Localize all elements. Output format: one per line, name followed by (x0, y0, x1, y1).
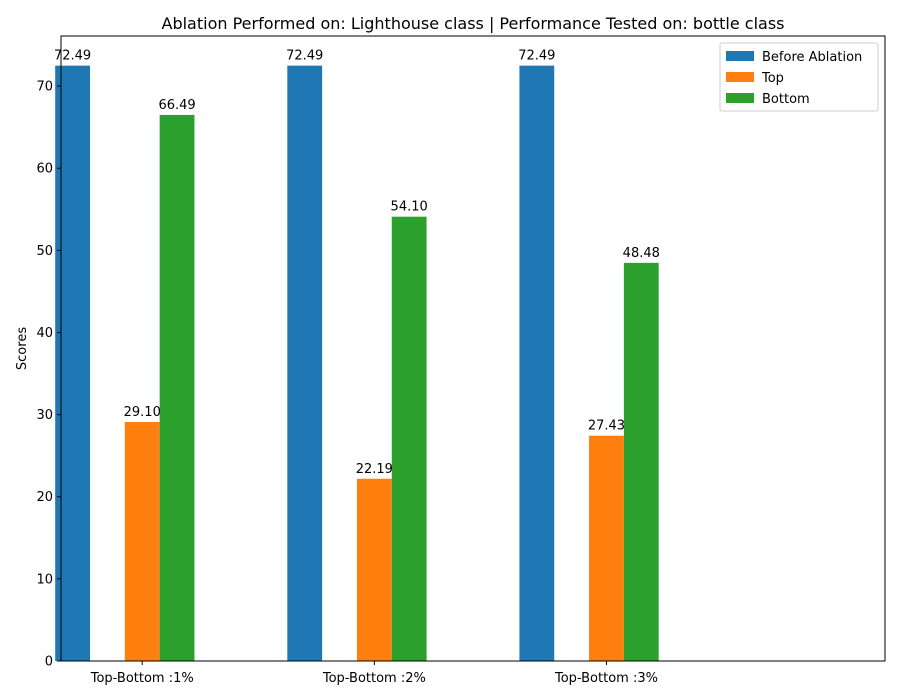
legend-swatch (726, 93, 754, 103)
x-tick-label: Top-Bottom :1% (90, 671, 194, 686)
y-tick-label: 50 (36, 244, 53, 259)
y-tick-label: 40 (36, 326, 53, 341)
y-tick-label: 20 (36, 490, 53, 505)
bar-value-label: 66.49 (158, 98, 195, 113)
x-tick-label: Top-Bottom :3% (554, 671, 658, 686)
legend-swatch (726, 72, 754, 82)
bar-0-2 (519, 65, 555, 661)
bars-group (55, 65, 659, 662)
y-tick-label: 30 (36, 408, 53, 423)
bar-value-label: 54.10 (391, 200, 428, 215)
bar-2-0 (159, 114, 195, 661)
chart-title: Ablation Performed on: Lighthouse class … (162, 14, 785, 33)
bar-value-label: 72.49 (286, 49, 323, 64)
bar-value-label: 72.49 (54, 49, 91, 64)
x-axis: Top-Bottom :1% Top-Bottom :2% Top-Bottom :… (90, 661, 658, 686)
bar-1-0 (124, 422, 160, 661)
bar-value-label: 29.10 (124, 405, 161, 420)
y-tick-label: 0 (45, 655, 53, 670)
bar-labels-group: 72.49 72.49 72.49 29.10 22.19 27.43 66.49 54.10… (54, 49, 660, 477)
bar-2-2 (623, 262, 659, 661)
legend-label: Top (761, 71, 784, 86)
bar-value-label: 22.19 (356, 462, 393, 477)
legend: Before Ablation Top Bottom (719, 42, 879, 112)
y-tick-label: 10 (36, 572, 53, 587)
bar-1-1 (356, 478, 392, 661)
plot-frame (60, 35, 886, 662)
y-tick-label: 70 (36, 80, 53, 95)
bar-2-1 (391, 216, 427, 662)
bar-0-0 (55, 65, 91, 661)
y-tick-label: 60 (36, 162, 53, 177)
legend-box (719, 42, 879, 112)
bar-1-2 (589, 435, 624, 661)
legend-label: Bottom (762, 92, 810, 107)
legend-swatch (726, 51, 754, 61)
x-tick-label: Top-Bottom :2% (322, 671, 426, 686)
legend-label: Before Ablation (762, 50, 862, 65)
bar-value-label: 48.48 (623, 246, 660, 261)
bar-value-label: 72.49 (518, 49, 555, 64)
bar-0-1 (287, 65, 323, 661)
y-axis: 0 10 20 30 40 50 60 70 (36, 80, 61, 670)
y-axis-label: Scores (15, 327, 30, 370)
bar-value-label: 27.43 (588, 419, 625, 434)
